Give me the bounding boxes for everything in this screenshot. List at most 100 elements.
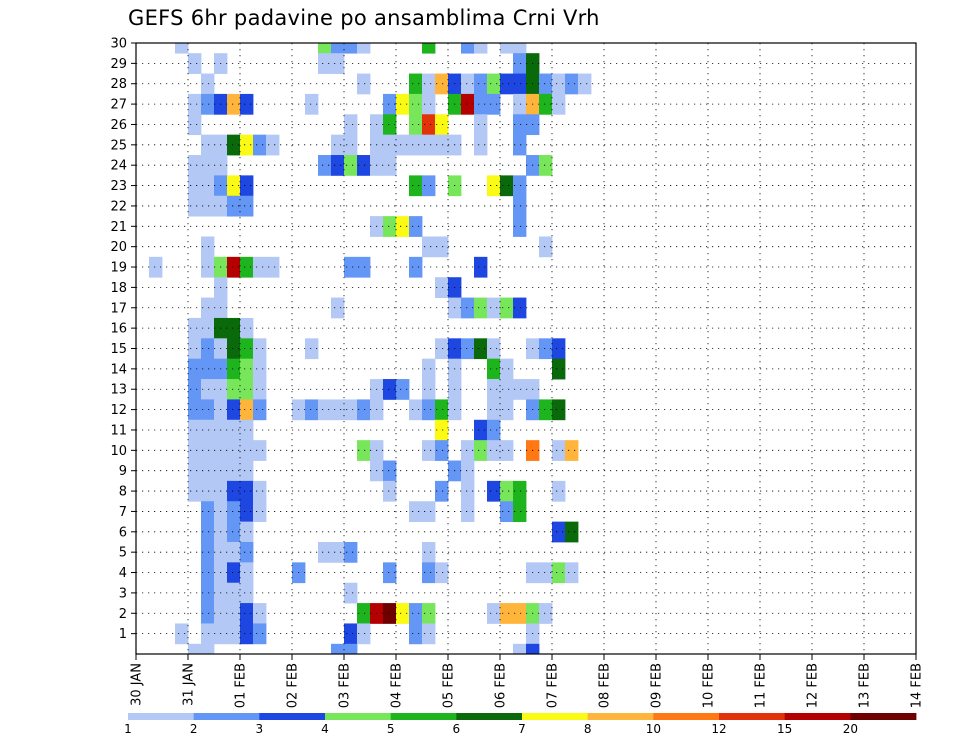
heatmap-cell	[409, 623, 423, 645]
heatmap-cell	[201, 501, 215, 523]
heatmap-cell	[253, 379, 267, 400]
heatmap-cell	[175, 43, 189, 54]
heatmap-cell	[461, 43, 475, 54]
heatmap-cell	[487, 297, 501, 319]
colorbar-label: 4	[321, 722, 329, 736]
heatmap-cell	[227, 134, 241, 156]
heatmap-cell	[461, 501, 475, 523]
heatmap-cell	[240, 338, 254, 360]
heatmap-cell	[227, 195, 241, 217]
heatmap-cell	[201, 297, 215, 319]
colorbar-swatch	[784, 713, 851, 720]
colorbar-swatch	[390, 713, 457, 720]
heatmap-cell	[500, 480, 514, 502]
heatmap-cell	[435, 114, 449, 136]
heatmap-cell	[409, 399, 423, 421]
heatmap-cell	[318, 155, 332, 176]
heatmap-cell	[474, 256, 488, 278]
heatmap-cell	[500, 43, 514, 54]
heatmap-cell	[227, 582, 241, 604]
heatmap-cell	[422, 501, 436, 523]
heatmap-cell	[422, 114, 436, 136]
y-tick-label: 30	[110, 37, 127, 52]
y-tick-label: 17	[110, 301, 127, 316]
y-tick-label: 15	[110, 342, 127, 357]
heatmap-cell	[227, 440, 241, 461]
heatmap-cell	[357, 256, 371, 278]
heatmap-cell	[487, 358, 501, 380]
x-tick-label: 11 FEB	[754, 663, 769, 708]
y-tick-label: 11	[110, 423, 127, 438]
heatmap-cell	[188, 155, 202, 176]
heatmap-cell	[422, 73, 436, 95]
y-tick-label: 16	[110, 322, 127, 337]
y-tick-label: 10	[110, 444, 127, 459]
heatmap-cell	[188, 460, 202, 482]
heatmap-cell	[396, 134, 410, 156]
colorbar-swatch	[325, 713, 392, 720]
heatmap-cell	[201, 175, 215, 197]
heatmap-cell	[435, 440, 449, 461]
heatmap-cell	[552, 93, 566, 115]
heatmap-cell	[500, 399, 514, 421]
y-tick-label: 28	[110, 77, 127, 92]
heatmap-cell	[240, 134, 254, 156]
heatmap-cell	[539, 155, 553, 176]
heatmap-cell	[513, 379, 527, 400]
heatmap-cell	[474, 134, 488, 156]
heatmap-cell	[240, 603, 254, 624]
heatmap-cell	[409, 114, 423, 136]
heatmap-cell	[500, 440, 514, 461]
heatmap-cell	[487, 480, 501, 502]
colorbar-swatch	[456, 713, 523, 720]
colorbar-swatch	[653, 713, 720, 720]
heatmap-cell	[409, 256, 423, 278]
heatmap-cell	[461, 297, 475, 319]
heatmap-cell	[305, 338, 319, 360]
heatmap-cell	[201, 440, 215, 461]
heatmap-cell	[188, 338, 202, 360]
heatmap-cell	[188, 643, 202, 655]
heatmap-cell	[357, 73, 371, 95]
axes	[131, 42, 917, 660]
heatmap-cell	[474, 338, 488, 360]
heatmap-cell	[461, 440, 475, 461]
heatmap-cell	[227, 358, 241, 380]
heatmap-cell	[201, 623, 215, 645]
heatmap-cell	[344, 114, 358, 136]
colorbar-label: 12	[711, 722, 726, 736]
x-tick-label: 06 FEB	[494, 663, 509, 708]
heatmap-cell	[487, 603, 501, 624]
heatmap-cell	[474, 93, 488, 115]
heatmap-cell	[253, 358, 267, 380]
heatmap-cell	[422, 175, 436, 197]
heatmap-cell	[240, 256, 254, 278]
heatmap-cell	[344, 623, 358, 645]
heatmap-cell	[461, 93, 475, 115]
heatmap-cell	[344, 256, 358, 278]
heatmap-cell	[227, 379, 241, 400]
heatmap-cell	[552, 399, 566, 421]
heatmap-cell	[422, 93, 436, 115]
heatmap-cell	[344, 43, 358, 54]
y-tick-label: 8	[119, 485, 127, 500]
heatmap-cell	[474, 43, 488, 54]
heatmap-cell	[357, 440, 371, 461]
heatmap-cell	[188, 114, 202, 136]
heatmap-cell	[240, 541, 254, 563]
heatmap-cell	[565, 562, 579, 584]
heatmap-cell	[422, 603, 436, 624]
heatmap-cell	[201, 603, 215, 624]
x-tick-labels: 30 JAN 31 JAN 01 FEB 02 FEB 03 FEB 04 FEB 05 F…	[130, 663, 925, 708]
heatmap-cell	[188, 399, 202, 421]
colorbar-label: 8	[584, 722, 592, 736]
heatmap-cell	[149, 256, 163, 278]
heatmap-cell	[552, 73, 566, 95]
x-tick-label: 10 FEB	[702, 663, 717, 708]
heatmap-cell	[565, 440, 579, 461]
heatmap-cell	[474, 297, 488, 319]
heatmap-cell	[513, 195, 527, 217]
heatmap-cell	[435, 73, 449, 95]
heatmap-cell	[201, 379, 215, 400]
